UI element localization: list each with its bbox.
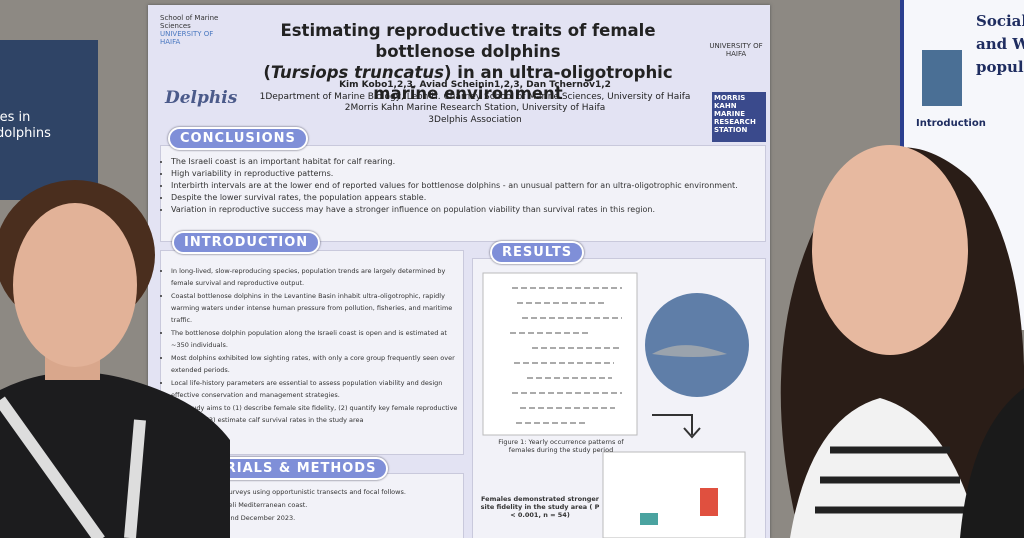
conclusions-list: The Israeli coast is an important habita…: [161, 156, 765, 215]
face-left: [13, 203, 137, 367]
stripes: [815, 446, 965, 514]
conclusions-heading: CONCLUSIONS: [168, 127, 308, 150]
author-block: Kim Kobo1,2,3, Aviad Scheinin1,2,3, Dan …: [240, 80, 710, 126]
affiliation: 2Morris Kahn Marine Research Station, Un…: [344, 103, 606, 113]
delphis-logo: Delphis: [165, 88, 238, 108]
face-right: [812, 145, 968, 355]
results-graphics: [482, 272, 749, 538]
species: Tursiops truncatus: [270, 63, 444, 82]
dolphin-photo: [645, 293, 749, 397]
title-line-rest: in an ultra-oligotrophic marine environm…: [373, 63, 673, 103]
boxplot: [602, 451, 746, 538]
poster-title: Estimating reproductive traits of female…: [228, 20, 708, 104]
title-line: Estimating reproductive traits of female…: [280, 21, 656, 61]
authors: Kim Kobo1,2,3, Aviad Scheinin1,2,3, Dan …: [339, 80, 611, 90]
results-heading: RESULTS: [490, 241, 585, 264]
shirt-left: [0, 372, 230, 538]
list-item: Interbirth intervals are at the lower en…: [171, 180, 765, 191]
figure-caption: Figure 1: Yearly occurrence patterns of …: [498, 438, 624, 454]
list-item: This study aims to (1) describe female s…: [171, 402, 463, 426]
list-item: In long-lived, slow-reproducing species,…: [171, 265, 463, 289]
affiliation: 3Delphis Association: [428, 114, 522, 125]
shirt-right: [790, 398, 980, 538]
list-item: The bottlenose dolphin population along …: [171, 327, 463, 351]
list-item: Variation in reproductive success may ha…: [171, 204, 765, 215]
list-item: -based photo-ID surveys using opportunis…: [171, 486, 463, 498]
box-a: [640, 513, 658, 525]
introduction-list: In long-lived, slow-reproducing species,…: [161, 265, 463, 426]
logo-left: School of Marine Sciences UNIVERSITY OF …: [160, 14, 220, 46]
list-item: en January 2005 and December 2023.: [171, 512, 463, 524]
affiliations: 1Department of Marine Biology, Leon H. C…: [240, 92, 710, 127]
conclusions-box: The Israeli coast is an important habita…: [160, 145, 766, 242]
introduction-heading: INTRODUCTION: [172, 231, 321, 254]
arrow: [652, 414, 701, 439]
list-item: g the 196 km Israeli Mediterranean coast…: [171, 499, 463, 511]
right-poster-heading: Introduction: [916, 118, 986, 129]
affiliation: 1Department of Marine Biology, Leon H. C…: [259, 91, 691, 102]
box-b: [700, 488, 718, 516]
list-item: Local life-history parameters are essent…: [171, 377, 463, 401]
list-item: Most dolphins exhibited low sighting rat…: [171, 352, 463, 376]
methods-list: -based photo-ID surveys using opportunis…: [161, 486, 463, 524]
results-note: Females demonstrated stronger site fidel…: [480, 495, 600, 519]
list-item: Coastal bottlenose dolphins in the Levan…: [171, 290, 463, 326]
portrait-photo: [922, 50, 962, 106]
list-item: The Israeli coast is an important habita…: [171, 156, 765, 167]
lanyard-left: [0, 396, 146, 538]
left-poster: les in dolphins: [0, 40, 98, 200]
logo-university: UNIVERSITY OF HAIFA: [160, 30, 214, 46]
title-line: (Tursiops truncatus) in an ultra-oligotr…: [263, 63, 673, 103]
cardigan-right: [960, 388, 1024, 538]
list-item: Despite the lower survival rates, the po…: [171, 192, 765, 203]
station-logo: MORRIS KAHN MARINE RESEARCH STATION: [712, 92, 766, 142]
right-poster-title: Social and W popula: [976, 12, 1024, 76]
logo-right: UNIVERSITY OF HAIFA: [709, 42, 763, 58]
dolphin: [652, 345, 727, 357]
list-item: High variability in reproductive pattern…: [171, 168, 765, 179]
heatmap-rows: [510, 287, 622, 424]
methods-heading: TERIALS & METHODS: [194, 457, 389, 480]
logo-school: School of Marine Sciences: [160, 14, 219, 30]
left-poster-text: les in dolphins: [0, 110, 51, 141]
